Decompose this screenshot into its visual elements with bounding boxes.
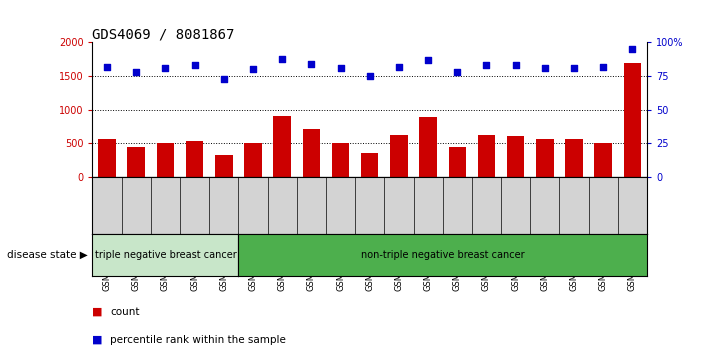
Bar [361,154,378,177]
Text: disease state ▶: disease state ▶ [7,250,88,260]
Point [335,65,346,71]
Bar [127,147,145,177]
Bar [419,117,437,177]
Text: percentile rank within the sample: percentile rank within the sample [110,335,286,345]
Bar [98,139,116,177]
Bar [332,143,349,177]
Bar [594,143,612,177]
Bar [449,147,466,177]
Text: non-triple negative breast cancer: non-triple negative breast cancer [361,250,525,260]
Text: ■: ■ [92,307,103,316]
Point [131,69,142,75]
Bar [303,129,320,177]
Bar [215,155,232,177]
Point [597,64,609,69]
Point [189,63,201,68]
Point [306,61,317,67]
Point [626,46,638,52]
Text: triple negative breast cancer: triple negative breast cancer [95,250,236,260]
Bar [186,141,203,177]
Point [364,73,375,79]
Point [451,69,463,75]
Text: GDS4069 / 8081867: GDS4069 / 8081867 [92,27,235,41]
Text: ■: ■ [92,335,103,345]
Point [393,64,405,69]
Text: count: count [110,307,139,316]
Bar [536,139,554,177]
Point [568,65,579,71]
Bar [624,63,641,177]
Point [539,65,550,71]
Point [102,64,113,69]
Point [481,63,492,68]
Bar [156,143,174,177]
Point [277,56,288,62]
Bar [565,139,583,177]
Bar [274,116,291,177]
Point [422,57,434,63]
Point [247,67,259,72]
Point [218,76,230,82]
Point [510,63,521,68]
Bar [507,136,525,177]
Bar [478,135,496,177]
Bar [244,143,262,177]
Bar [390,135,407,177]
Point [160,65,171,71]
